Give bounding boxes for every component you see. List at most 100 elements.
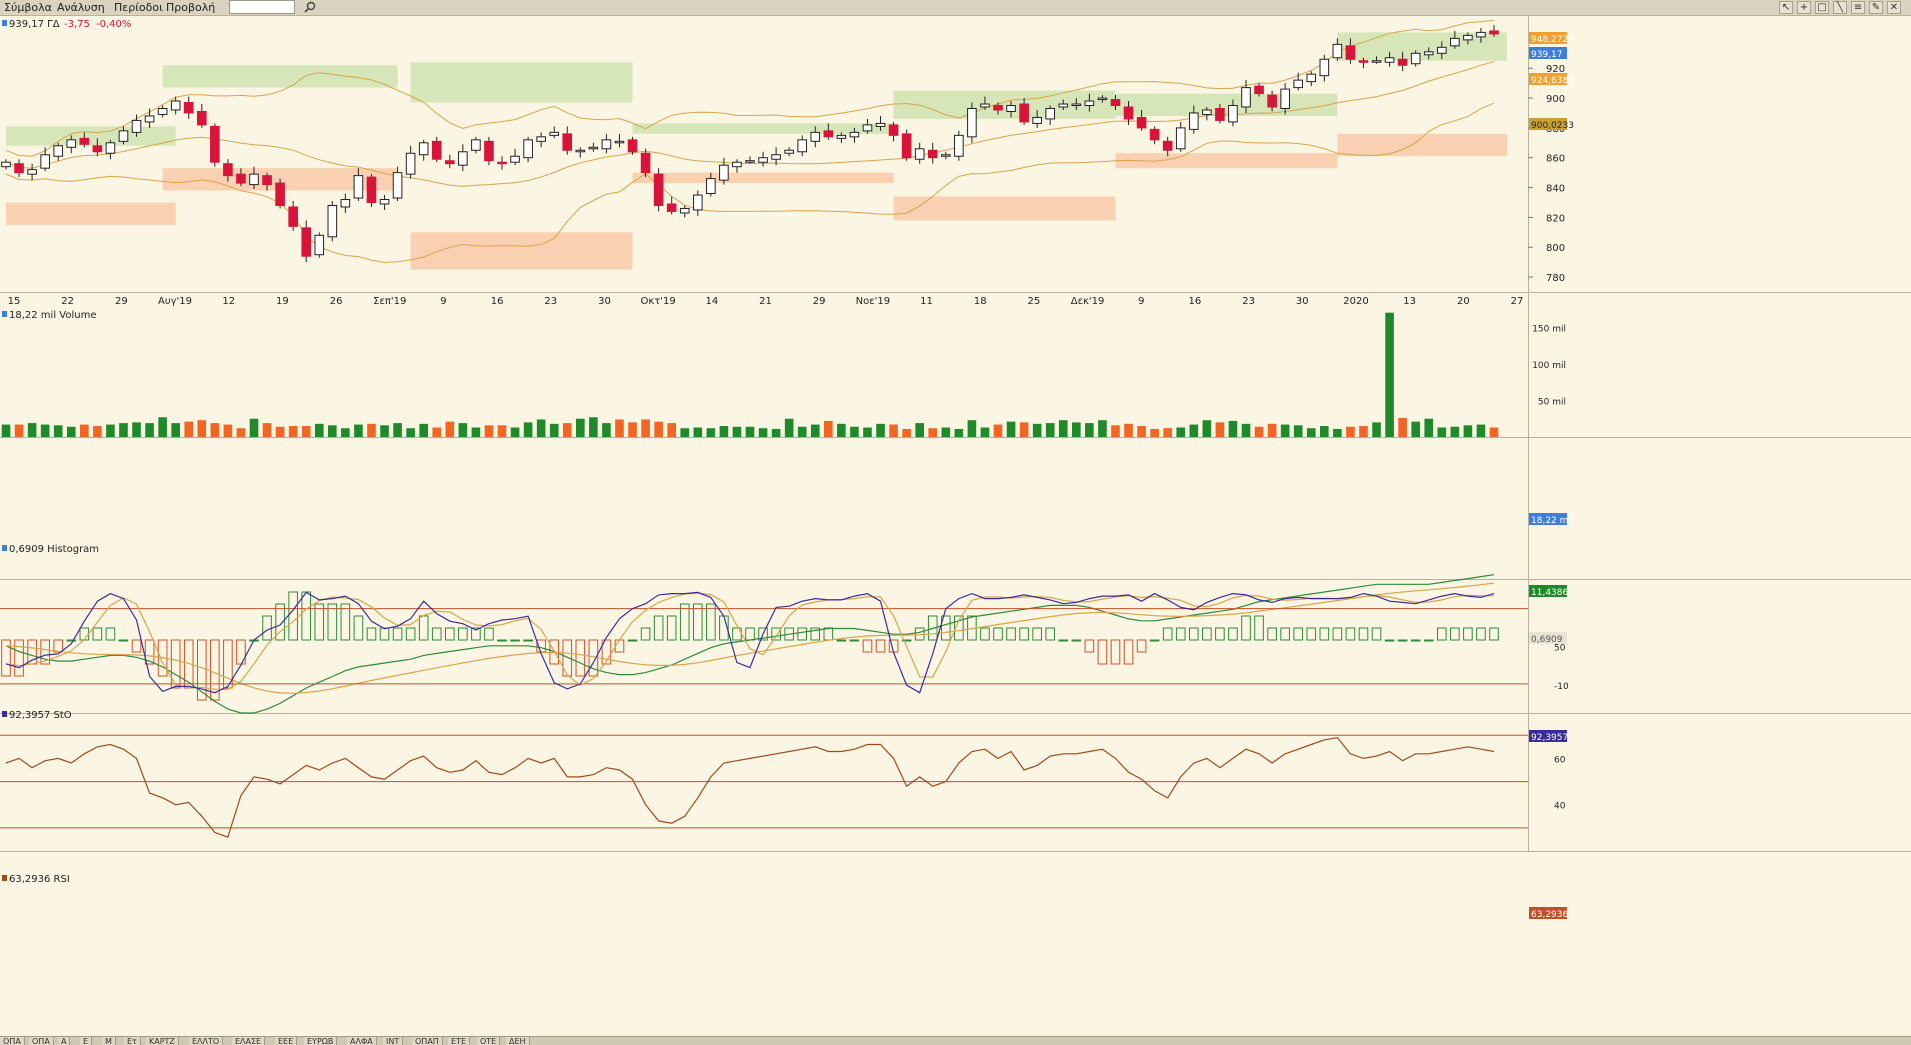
volume-bar	[980, 427, 990, 437]
candle	[1423, 47, 1434, 60]
volume-bar	[171, 423, 180, 437]
volume-bar	[1032, 423, 1042, 437]
histogram-bar	[1071, 639, 1082, 642]
candle	[784, 147, 794, 157]
symbol-tab[interactable]: ΕΥΡΩΒ	[304, 1037, 338, 1045]
histogram-bar	[366, 627, 377, 641]
volume-bar	[863, 427, 872, 437]
symbol-tab[interactable]: Ετ	[124, 1037, 141, 1045]
symbol-tab[interactable]: ΙΝΤ	[383, 1037, 404, 1045]
svg-text:18,22 mil: 18,22 mil	[1531, 516, 1573, 526]
candle	[1241, 80, 1251, 113]
menu-view[interactable]: Προβολή	[166, 1, 216, 14]
demand-zone	[893, 90, 1116, 119]
candle	[105, 139, 116, 160]
macd-histogram-flag: 0,6909	[1529, 632, 1567, 645]
chart-area[interactable]: 920900880860840820800780152229Αυγ'191219…	[0, 16, 1911, 1036]
lines-icon[interactable]: ≡	[1851, 1, 1865, 14]
candle	[392, 166, 403, 201]
symbol-tab[interactable]: ΟΤΕ	[477, 1037, 501, 1045]
volume-bar	[915, 423, 924, 437]
search-icon[interactable]	[303, 0, 317, 14]
histogram-bar	[392, 627, 403, 641]
rsi-flag: 63,2936	[1529, 907, 1568, 920]
histogram-bar	[131, 639, 142, 653]
candle	[758, 151, 768, 167]
symbol-tab[interactable]: Ε	[80, 1037, 93, 1045]
mid-band-flag: 924,6388	[1529, 73, 1574, 86]
rectangle-icon[interactable]: □	[1815, 1, 1829, 14]
candle	[340, 193, 351, 213]
volume-bar	[223, 424, 233, 437]
crosshair-icon[interactable]: +	[1797, 1, 1811, 14]
histogram-bar	[144, 639, 155, 665]
candle	[1397, 51, 1408, 72]
candle	[1267, 90, 1277, 112]
symbol-tab[interactable]: ΚΑΡΤΖ	[146, 1037, 179, 1045]
date-x-tick: 23	[544, 296, 557, 307]
menu-analysis[interactable]: Ανάλυση	[57, 1, 105, 14]
candle	[118, 126, 129, 145]
histogram-bar	[1136, 639, 1147, 653]
histogram-bar	[92, 627, 103, 641]
symbol-tab[interactable]: Α	[58, 1037, 71, 1045]
symbol-tab[interactable]: ΕΛΛΤΟ	[189, 1037, 224, 1045]
symbol-tab[interactable]: ΟΠΑ	[0, 1037, 25, 1045]
close-icon[interactable]: ✕	[1887, 1, 1901, 14]
candle	[484, 136, 494, 166]
date-x-tick: 14	[705, 296, 718, 307]
symbol-tab[interactable]: ΕΛΑΣΕ	[232, 1037, 266, 1045]
lower-band-line	[5, 102, 1495, 264]
symbol-tab[interactable]: ΕΤΕ	[448, 1037, 470, 1045]
histogram-bar	[118, 639, 129, 642]
volume-bar	[445, 421, 455, 437]
cursor-icon[interactable]: ↖	[1779, 1, 1793, 14]
candle	[1215, 104, 1225, 124]
histogram-bar	[1450, 627, 1460, 641]
volume-bar	[1476, 424, 1486, 437]
candle	[1019, 98, 1029, 125]
date-x-tick: 2020	[1343, 296, 1368, 307]
menu-symbols[interactable]: Σύμβολα	[4, 1, 52, 14]
histogram-bar	[1019, 627, 1029, 641]
candle	[183, 96, 194, 119]
volume-bar	[1163, 428, 1172, 437]
volume-bar	[602, 423, 611, 437]
candle	[353, 168, 364, 201]
symbol-tab[interactable]: ΟΠΑ	[29, 1037, 54, 1045]
candle	[745, 156, 755, 164]
candle	[1371, 56, 1382, 64]
symbol-tab[interactable]: ΕΕΕ	[275, 1037, 298, 1045]
volume-bar	[562, 423, 572, 437]
symbol-tab[interactable]: ΑΛΦΑ	[347, 1037, 377, 1045]
candle	[196, 104, 207, 128]
candle	[1084, 93, 1095, 112]
price-y-tick: 920	[1546, 64, 1565, 75]
svg-text:948,2722: 948,2722	[1531, 35, 1574, 45]
histogram-bar	[327, 603, 338, 641]
volume-bar	[393, 423, 402, 437]
menu-periods[interactable]: Περίοδοι	[114, 1, 163, 14]
volume-bar	[1150, 428, 1159, 437]
date-x-tick: 16	[1189, 296, 1202, 307]
symbol-tab[interactable]: Μ	[102, 1037, 116, 1045]
date-x-tick: Σεπ'19	[373, 296, 406, 307]
histogram-bar	[993, 627, 1003, 641]
macd-label-swatch	[2, 545, 7, 551]
volume-bar	[797, 426, 807, 437]
volume-bar	[1306, 428, 1316, 437]
symbol-search-input[interactable]	[229, 0, 295, 14]
draw-icon[interactable]: ✎	[1869, 1, 1883, 14]
candle	[901, 129, 912, 161]
volume-bar	[758, 428, 768, 437]
candle	[405, 145, 416, 179]
line-icon[interactable]: ╲	[1833, 1, 1847, 14]
symbol-tab[interactable]: ΔΕΗ	[506, 1037, 530, 1045]
symbol-tab-bar: ΟΠΑ ΟΠΑ Α Ε Μ Ετ ΚΑΡΤΖ ΕΛΛΤΟ ΕΛΑΣΕ ΕΕΕ ΕΥΡΩΒ ΑΛΦΑ ΙΝ…	[0, 1036, 1911, 1045]
date-x-tick: 21	[759, 296, 772, 307]
candle	[1162, 136, 1173, 157]
symbol-tab[interactable]: ΟΠΑΠ	[412, 1037, 443, 1045]
candle	[510, 148, 520, 166]
histogram-bar	[1371, 627, 1382, 641]
volume-y-tick: 50 mil	[1538, 397, 1566, 407]
